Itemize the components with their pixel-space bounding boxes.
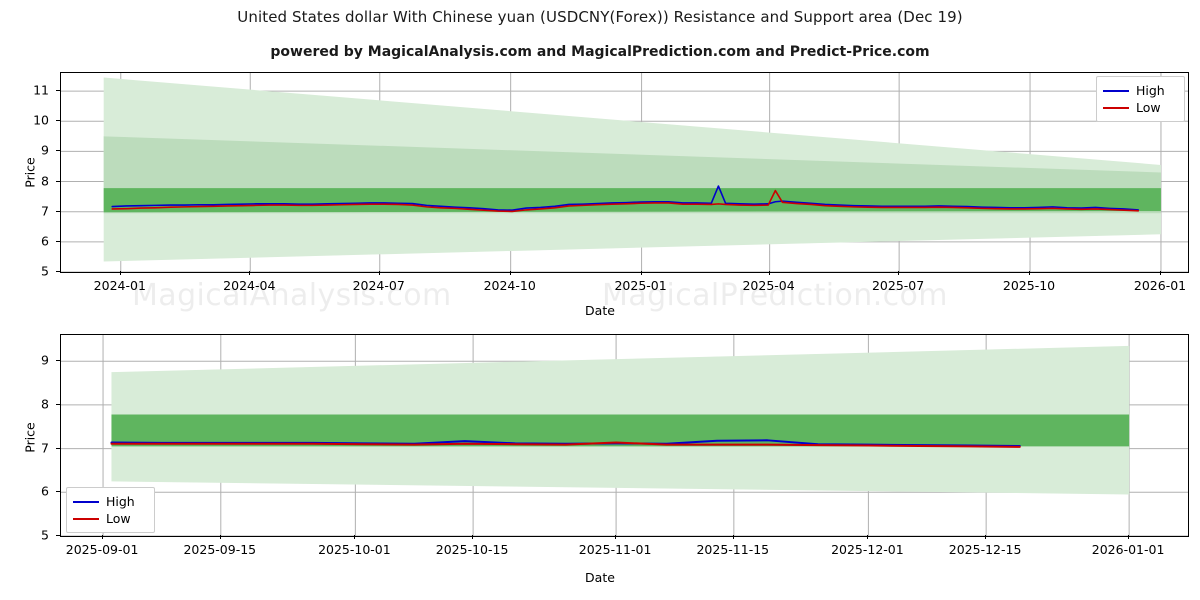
x-tickmark — [509, 271, 511, 275]
y-tickmark — [56, 360, 60, 362]
x-tickmark — [768, 271, 770, 275]
page-subtitle: powered by MagicalAnalysis.com and Magic… — [270, 44, 930, 60]
bottom-chart-ylabel: Price — [22, 422, 38, 453]
y-tickmark — [56, 403, 60, 405]
x-tick-label: 2025-12-01 — [831, 542, 904, 557]
top-chart-legend[interactable]: High Low — [1096, 76, 1185, 122]
top-chart-plot-area — [60, 72, 1189, 273]
x-tick-label: 2025-04 — [742, 278, 795, 293]
y-tick-label: 6 — [41, 483, 49, 499]
x-tick-label: 2025-10 — [1002, 278, 1056, 293]
y-tickmark — [56, 210, 60, 212]
bottom-chart-legend[interactable]: High Low — [66, 487, 155, 533]
top-chart-xlabel: Date — [585, 303, 615, 318]
y-tickmark — [56, 535, 60, 536]
y-tick-label: 5 — [41, 527, 49, 543]
y-tickmark — [56, 271, 60, 272]
legend-entry-low: Low — [73, 510, 146, 527]
bottom-chart-canvas — [61, 335, 1188, 536]
x-tick-label: 2026-01-01 — [1091, 542, 1165, 557]
y-tick-label: 8 — [41, 396, 49, 412]
y-tick-label: 7 — [41, 203, 49, 219]
x-tick-label: 2025-11-15 — [696, 542, 770, 557]
x-tickmark — [472, 535, 474, 539]
x-tick-label: 2025-01 — [614, 278, 667, 293]
y-tick-label: 8 — [41, 173, 49, 188]
x-tick-label: 2025-09-01 — [65, 542, 139, 557]
x-tickmark — [985, 535, 987, 539]
legend-entry-high: High — [1103, 82, 1176, 99]
x-tickmark — [378, 271, 380, 275]
x-tick-label: 2025-12-15 — [948, 542, 1022, 557]
y-tick-label: 9 — [41, 142, 49, 158]
legend-entry-low: Low — [1103, 99, 1176, 116]
legend-label-low: Low — [106, 511, 131, 526]
legend-line-low — [73, 517, 99, 520]
y-tickmark — [56, 491, 60, 493]
x-tickmark — [102, 535, 104, 539]
x-tick-label: 2025-09-15 — [183, 542, 257, 557]
y-tick-label: 7 — [41, 440, 49, 456]
page-title: United States dollar With Chinese yuan (… — [237, 8, 963, 26]
x-tickmark — [354, 535, 356, 539]
legend-line-low — [1103, 106, 1129, 109]
x-tick-label: 2024-01 — [93, 278, 146, 293]
x-tickmark — [867, 535, 869, 539]
top-chart-ylabel: Price — [22, 157, 38, 188]
watermark-right-2: MagicalPrediction.com — [602, 278, 948, 313]
legend-label-high: High — [106, 494, 135, 509]
bottom-chart-plot-area — [60, 334, 1189, 537]
legend-label-low: Low — [1136, 100, 1161, 115]
x-tickmark — [898, 271, 900, 275]
legend-line-high — [73, 500, 99, 503]
y-tickmark — [56, 90, 60, 92]
x-tick-label: 2024-07 — [352, 278, 405, 293]
x-tick-label: 2024-10 — [483, 278, 536, 293]
x-tickmark — [615, 535, 617, 539]
x-tick-label: 2025-07 — [871, 278, 925, 293]
y-tickmark — [56, 120, 60, 122]
x-tick-label: 2025-10-01 — [318, 542, 391, 557]
x-tick-label: 2025-10-15 — [435, 542, 509, 557]
y-tickmark — [56, 180, 60, 182]
x-tickmark — [1128, 535, 1130, 539]
y-tickmark — [56, 447, 60, 449]
y-tick-label: 11 — [33, 82, 49, 98]
x-tick-label: 2024-04 — [223, 278, 276, 293]
x-tickmark — [219, 535, 221, 539]
x-tickmark — [119, 271, 121, 275]
legend-entry-high: High — [73, 493, 146, 510]
y-tick-label: 5 — [41, 263, 49, 279]
y-tickmark — [56, 150, 60, 152]
x-tickmark — [249, 271, 251, 275]
x-tickmark — [640, 271, 642, 275]
x-tick-label: 2026-01 — [1133, 278, 1187, 293]
x-tick-label: 2025-11-01 — [578, 542, 652, 557]
y-tickmark — [56, 240, 60, 242]
legend-label-high: High — [1136, 83, 1165, 98]
x-tickmark — [732, 535, 734, 539]
legend-line-high — [1103, 89, 1129, 92]
x-tickmark — [1160, 271, 1161, 275]
bottom-chart-xlabel: Date — [585, 570, 615, 585]
watermark-left-2: MagicalAnalysis.com — [132, 278, 452, 313]
y-tick-label: 6 — [41, 233, 49, 249]
x-tickmark — [1029, 271, 1030, 275]
y-tick-label: 10 — [33, 112, 49, 128]
y-tick-label: 9 — [41, 352, 49, 368]
top-chart-canvas — [61, 73, 1188, 272]
